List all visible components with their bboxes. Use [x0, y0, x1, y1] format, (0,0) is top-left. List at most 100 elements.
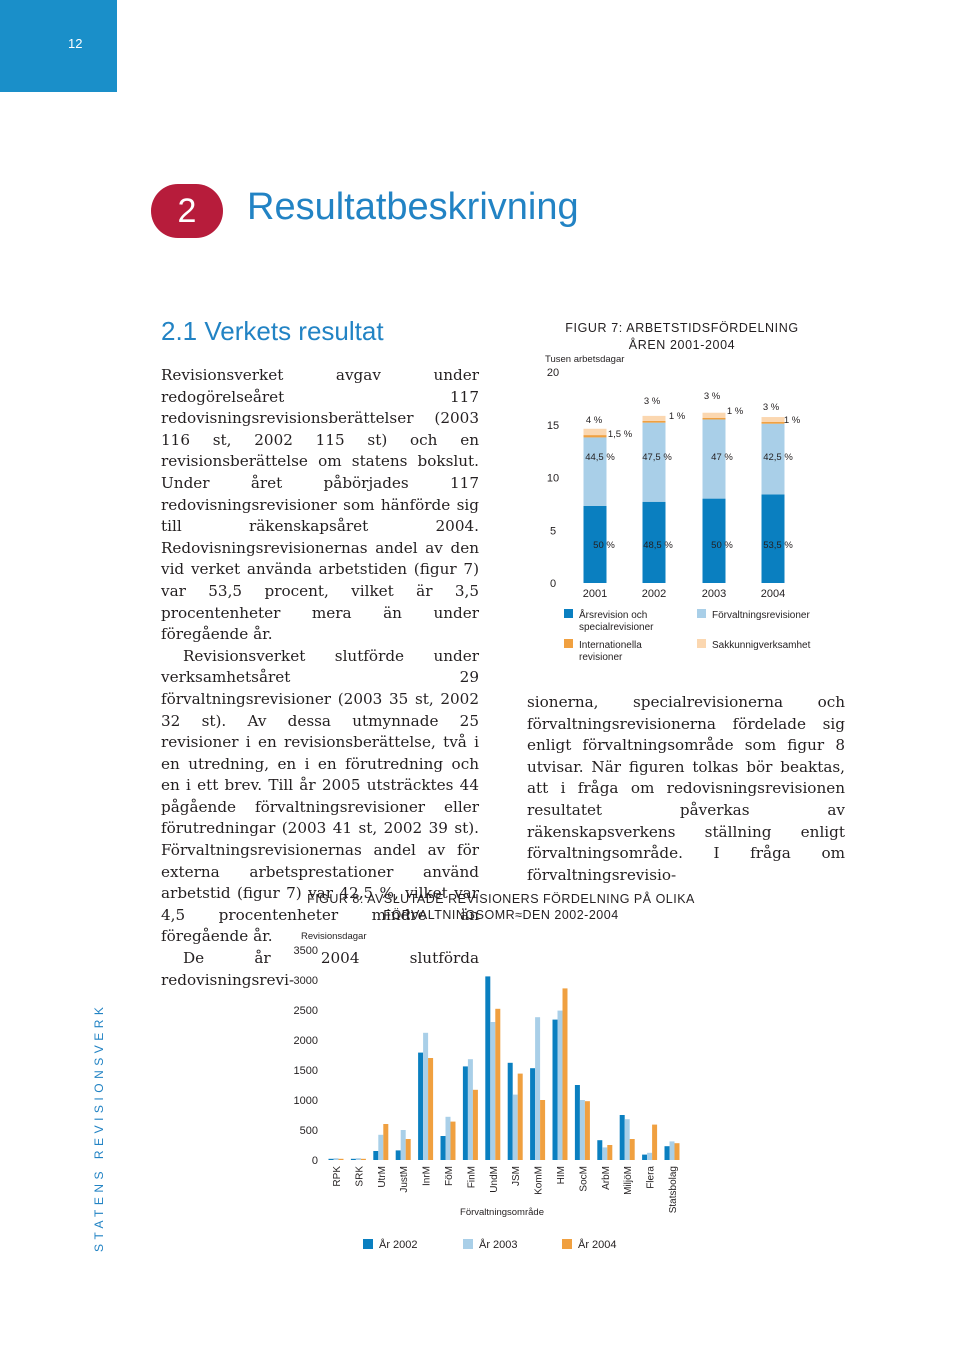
- bar: [652, 1124, 658, 1160]
- bar-segment: [702, 419, 726, 499]
- x-tick-label: FinM: [466, 1166, 477, 1188]
- bar-segment: [583, 428, 607, 436]
- bar-segment: [761, 422, 785, 424]
- y-tick-label: 2000: [294, 1035, 318, 1047]
- bar: [355, 1158, 361, 1160]
- bar: [440, 1136, 446, 1160]
- legend-label: Internationella: [579, 640, 642, 651]
- x-tick-label: SRK: [354, 1166, 365, 1187]
- bar: [647, 1152, 653, 1160]
- bar-segment: [583, 435, 607, 438]
- x-tick-label: RPK: [332, 1166, 343, 1187]
- bar: [328, 1158, 334, 1160]
- data-label: 1 %: [669, 411, 686, 422]
- x-tick-label: MiljöM: [623, 1166, 634, 1195]
- x-tick-label: KomM: [534, 1166, 545, 1195]
- data-label: 3 %: [644, 396, 661, 407]
- legend-label: Sakkunnigverksamhet: [712, 640, 811, 651]
- bar: [495, 1008, 501, 1160]
- data-label: 53,5 %: [763, 540, 793, 551]
- bar-segment: [583, 437, 607, 506]
- y-tick-label: 1500: [294, 1065, 318, 1077]
- bar: [574, 1085, 580, 1160]
- x-tick-label: 2003: [702, 588, 726, 600]
- data-label: 47 %: [711, 452, 733, 463]
- bar: [485, 976, 491, 1160]
- x-tick-label: ArbM: [601, 1166, 612, 1190]
- bar: [530, 1068, 536, 1160]
- bar-segment: [642, 501, 666, 583]
- body-column-left: Revisionsverket avgav under redogörelseå…: [161, 365, 479, 991]
- x-tick-label: HIM: [556, 1166, 567, 1184]
- bar: [373, 1151, 379, 1160]
- paragraph: Revisionsverket avgav under redogörelseå…: [161, 366, 479, 644]
- legend-swatch: [564, 639, 573, 648]
- bar: [535, 1017, 541, 1160]
- chapter-number-badge: 2: [151, 184, 223, 238]
- bar: [664, 1146, 670, 1160]
- body-column-right: sionerna, specialrevisionerna och förval…: [527, 692, 845, 886]
- y-tick-label: 3000: [294, 975, 318, 987]
- bar: [669, 1141, 675, 1160]
- bar-segment: [702, 498, 726, 583]
- bar: [378, 1134, 384, 1160]
- x-tick-label: FöM: [444, 1166, 455, 1186]
- bar: [607, 1145, 613, 1160]
- bar: [450, 1121, 456, 1160]
- data-label: 1 %: [784, 415, 801, 426]
- bar-segment: [702, 412, 726, 418]
- x-tick-label: JustM: [399, 1166, 410, 1193]
- bar: [512, 1094, 518, 1160]
- chart-title-line1: FIGUR 8: AVSLUTADE REVISIONERS FÖRDELNIN…: [307, 891, 695, 906]
- data-label: 4 %: [586, 415, 603, 426]
- data-label: 47,5 %: [642, 452, 672, 463]
- bar-segment: [642, 415, 666, 421]
- y-tick-label: 0: [312, 1155, 318, 1167]
- page-number-bar: [0, 0, 117, 92]
- y-axis-label: Revisionsdagar: [301, 931, 366, 942]
- legend-swatch: [463, 1239, 473, 1249]
- bar: [540, 1100, 546, 1160]
- bar: [395, 1150, 401, 1160]
- bar: [674, 1143, 680, 1160]
- bar-segment: [702, 417, 726, 420]
- y-axis-label: Tusen arbetsdagar: [545, 354, 624, 365]
- bar: [602, 1147, 608, 1160]
- chapter-title: Resultatbeskrivning: [247, 186, 579, 228]
- x-tick-label: InrM: [422, 1166, 433, 1186]
- x-tick-label: JSM: [511, 1166, 522, 1186]
- legend-swatch: [697, 639, 706, 648]
- bar: [383, 1124, 389, 1160]
- bar: [428, 1058, 434, 1160]
- bar: [642, 1154, 648, 1160]
- bar-segment: [761, 423, 785, 495]
- bar: [624, 1119, 630, 1160]
- bar: [462, 1066, 468, 1160]
- chart-title-line1: FIGUR 7: ARBETSTIDSFÖRDELNING: [565, 321, 798, 335]
- bar: [490, 1022, 496, 1160]
- y-tick-label: 0: [550, 578, 556, 590]
- legend-label: Årsrevision och: [579, 608, 647, 621]
- x-tick-label: UtrM: [377, 1166, 388, 1188]
- x-tick-label: Flera: [646, 1166, 657, 1189]
- y-tick-label: 2500: [294, 1005, 318, 1017]
- data-label: 48,5 %: [643, 540, 673, 551]
- legend-swatch: [363, 1239, 373, 1249]
- page-number: 12: [68, 36, 83, 51]
- data-label: 1 %: [727, 406, 744, 417]
- bar: [423, 1032, 429, 1160]
- x-tick-label: UndM: [489, 1166, 500, 1193]
- bar: [445, 1116, 451, 1160]
- bar: [629, 1139, 635, 1160]
- section-title: 2.1 Verkets resultat: [161, 316, 384, 346]
- data-label: 3 %: [704, 391, 721, 402]
- y-tick-label: 500: [300, 1125, 318, 1137]
- bar-segment: [583, 505, 607, 583]
- bar: [597, 1140, 603, 1160]
- bar: [517, 1073, 523, 1160]
- bar-segment: [642, 420, 666, 423]
- x-tick-label: 2001: [583, 588, 607, 600]
- bar: [333, 1158, 339, 1160]
